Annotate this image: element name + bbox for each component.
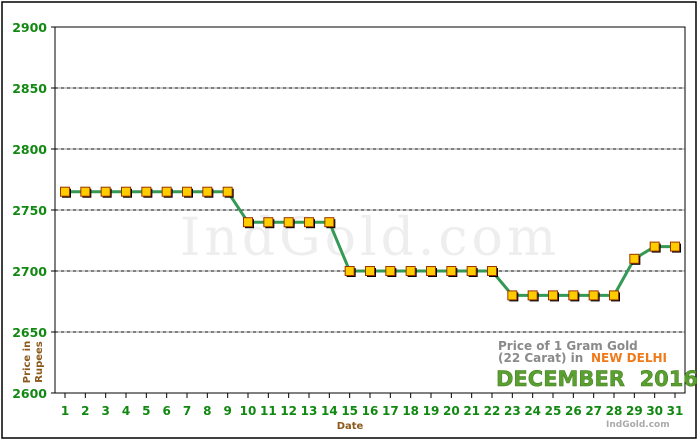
y-tick-label: 2750 xyxy=(12,203,47,218)
credit: IndGold.com xyxy=(606,420,670,430)
x-tick-label: 30 xyxy=(646,404,663,418)
y-axis-label-line2: Rupees xyxy=(34,341,45,383)
data-point xyxy=(446,266,457,276)
data-point xyxy=(141,186,152,197)
data-point xyxy=(527,290,538,301)
x-tick-label: 6 xyxy=(162,404,170,418)
x-tick-label: 18 xyxy=(402,404,419,418)
x-tick-label: 7 xyxy=(183,404,191,418)
data-point xyxy=(548,290,558,301)
data-point xyxy=(487,266,497,276)
data-point xyxy=(243,217,253,228)
x-tick-label: 11 xyxy=(260,404,277,418)
data-point xyxy=(649,241,660,252)
x-tick-label: 24 xyxy=(524,404,541,418)
x-axis-label: Date xyxy=(337,421,364,432)
x-tick-label: 4 xyxy=(122,404,130,418)
data-point xyxy=(588,290,599,301)
data-point xyxy=(629,253,640,264)
data-point xyxy=(344,266,355,276)
data-point xyxy=(263,217,274,228)
x-tick-label: 5 xyxy=(142,404,150,418)
data-point xyxy=(202,186,213,197)
x-tick-label: 20 xyxy=(443,404,460,418)
x-tick-label: 8 xyxy=(203,404,211,418)
y-axis-label-line1: Price in xyxy=(22,341,33,383)
y-tick-label: 2800 xyxy=(12,142,47,157)
data-point xyxy=(365,266,375,276)
x-tick-label: 29 xyxy=(626,404,643,418)
y-tick-label: 2700 xyxy=(12,264,47,279)
title-city: NEW DELHI xyxy=(591,351,667,365)
x-tick-label: 9 xyxy=(223,404,231,418)
data-point xyxy=(507,290,518,301)
x-tick-label: 28 xyxy=(606,404,623,418)
x-tick-label: 13 xyxy=(301,404,318,418)
data-point xyxy=(324,217,335,228)
data-point xyxy=(385,266,396,276)
data-point xyxy=(161,186,172,197)
x-tick-label: 2 xyxy=(81,404,89,418)
data-point xyxy=(670,241,680,252)
data-point xyxy=(60,186,70,197)
data-point xyxy=(609,290,619,301)
data-point xyxy=(283,217,294,228)
x-tick-label: 23 xyxy=(504,404,521,418)
data-point xyxy=(426,266,436,276)
y-tick-label: 2900 xyxy=(12,20,47,35)
x-tick-label: 1 xyxy=(61,404,69,418)
x-tick-label: 27 xyxy=(585,404,602,418)
data-point xyxy=(568,290,579,301)
x-tick-label: 17 xyxy=(382,404,399,418)
data-point xyxy=(182,186,192,197)
x-tick-label: 12 xyxy=(280,404,297,418)
title-line1: Price of 1 Gram Gold xyxy=(498,339,638,353)
watermark: IndGold.com xyxy=(180,208,560,268)
x-tick-label: 16 xyxy=(362,404,379,418)
data-point xyxy=(121,186,131,197)
data-point xyxy=(405,266,416,276)
x-tick-label: 21 xyxy=(463,404,480,418)
y-tick-label: 2850 xyxy=(12,81,47,96)
y-tick-label: 2650 xyxy=(12,325,47,340)
x-tick-label: 31 xyxy=(667,404,684,418)
x-tick-label: 26 xyxy=(565,404,582,418)
y-tick-label: 2600 xyxy=(12,386,47,401)
x-tick-label: 22 xyxy=(484,404,501,418)
data-point xyxy=(80,186,91,197)
data-point xyxy=(304,217,314,228)
x-tick-label: 3 xyxy=(101,404,109,418)
data-point xyxy=(100,186,111,197)
title-line2: (22 Carat) in xyxy=(498,351,583,365)
x-tick-label: 15 xyxy=(341,404,358,418)
data-point xyxy=(466,266,477,276)
x-tick-label: 25 xyxy=(545,404,562,418)
title-month: DECEMBER 2016 xyxy=(496,367,698,391)
x-tick-label: 19 xyxy=(423,404,440,418)
x-tick-label: 10 xyxy=(240,404,257,418)
data-point xyxy=(222,186,233,197)
x-tick-label: 14 xyxy=(321,404,338,418)
